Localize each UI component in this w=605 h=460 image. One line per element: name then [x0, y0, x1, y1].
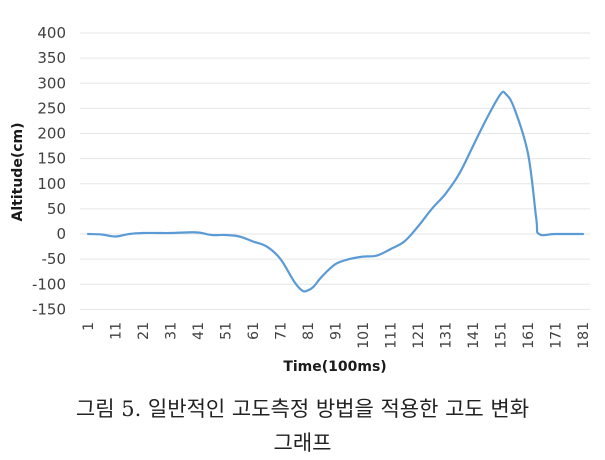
y-tick-label: 300	[37, 74, 66, 92]
x-tick-label: 11	[109, 322, 125, 340]
y-tick-label: 100	[37, 175, 66, 193]
y-tick-label: -100	[32, 275, 66, 293]
x-tick-label: 121	[411, 322, 427, 349]
x-tick-label: 151	[494, 322, 510, 349]
y-axis-title: Altitude(cm)	[10, 123, 26, 222]
x-tick-label: 51	[219, 322, 235, 340]
x-tick-label: 41	[191, 322, 207, 340]
y-tick-label: 400	[37, 24, 66, 42]
x-tick-label: 131	[439, 322, 455, 349]
x-tick-label: 181	[576, 322, 592, 349]
x-tick-label: 91	[329, 322, 345, 340]
x-tick-label: 141	[466, 322, 482, 349]
y-tick-label: 150	[37, 150, 66, 168]
x-axis-title: Time(100ms)	[283, 359, 386, 375]
figure-caption: 그림 5. 일반적인 고도측정 방법을 적용한 고도 변화 그래프	[0, 392, 605, 460]
x-tick-label: 171	[549, 322, 565, 349]
y-tick-label: -150	[32, 300, 66, 318]
x-tick-label: 101	[356, 322, 372, 349]
x-tick-label: 161	[521, 322, 537, 349]
y-axis-ticks: 400 350 300 250 200 150 100 50 0 -50 -100 -150	[32, 24, 66, 318]
gridlines	[80, 32, 590, 310]
y-tick-label: 0	[56, 225, 66, 243]
y-tick-label: -50	[42, 250, 67, 268]
x-tick-label: 31	[164, 322, 180, 340]
altitude-series-line	[86, 90, 585, 293]
x-tick-label: 111	[384, 322, 400, 349]
x-tick-label: 1	[81, 322, 97, 331]
y-tick-label: 350	[37, 49, 66, 67]
x-tick-label: 81	[301, 322, 317, 340]
caption-line-2: 그래프	[273, 431, 332, 455]
y-tick-label: 50	[47, 200, 66, 218]
caption-line-1: 그림 5. 일반적인 고도측정 방법을 적용한 고도 변화	[75, 397, 530, 421]
x-tick-label: 61	[246, 322, 262, 340]
y-tick-label: 250	[37, 99, 66, 117]
x-tick-label: 71	[274, 322, 290, 340]
y-tick-label: 200	[37, 125, 66, 143]
x-axis-ticks: 1 11 21 31 41 51 61 71 81 91 101 111 121 131 141 151 161…	[81, 322, 592, 349]
x-tick-label: 21	[136, 322, 152, 340]
